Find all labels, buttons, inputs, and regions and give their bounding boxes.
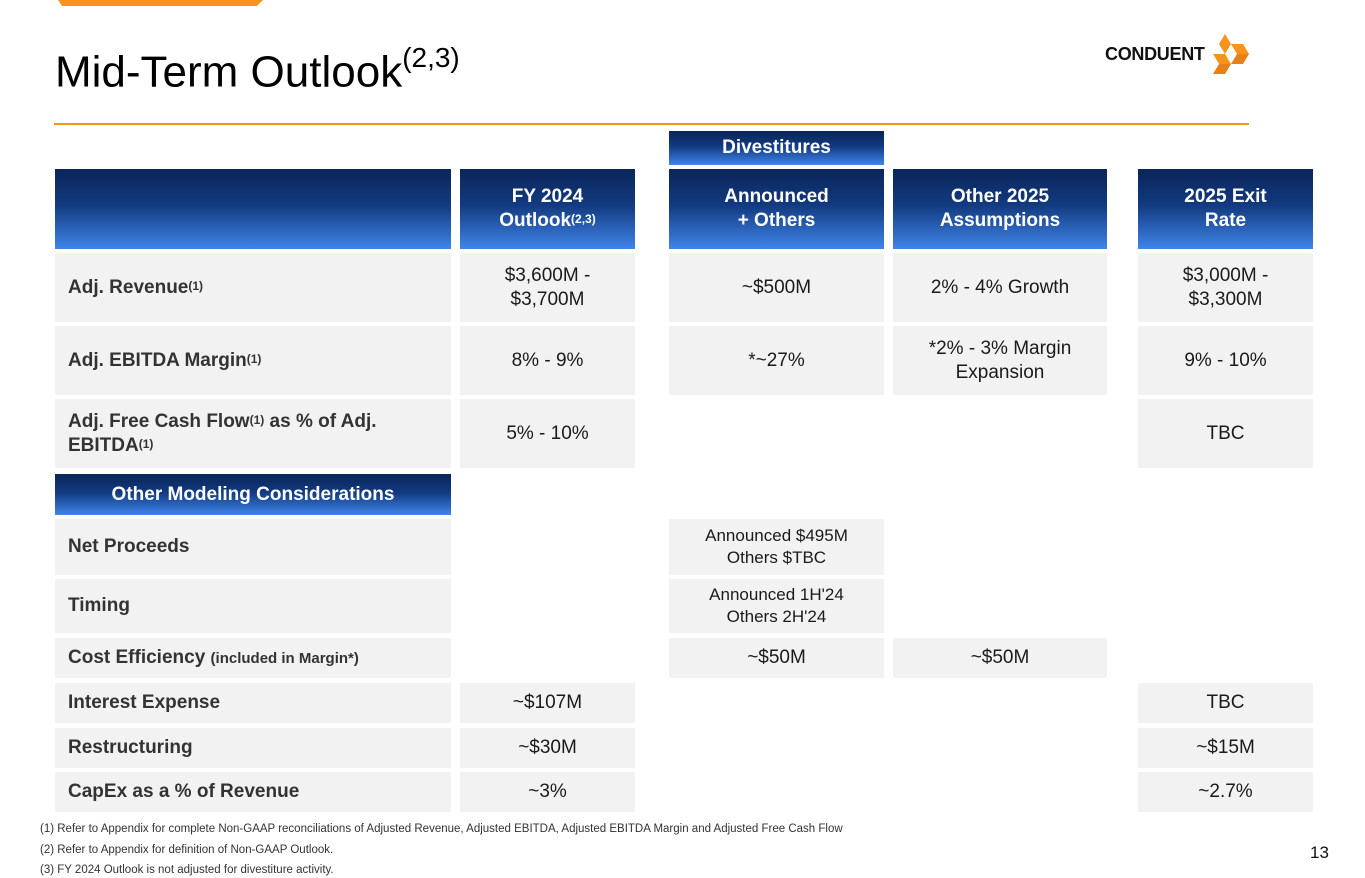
row-label-net-proceeds: Net Proceeds [55, 519, 451, 575]
cell-cost-efficiency-announced: ~$50M [669, 638, 884, 678]
divestitures-group-header: Divestitures [669, 131, 884, 165]
row-label-header-blank [55, 169, 451, 249]
cell-ebitda-other-2025: *2% - 3% Margin Expansion [893, 326, 1107, 395]
cell-timing-announced: Announced 1H'24 Others 2H'24 [669, 579, 884, 633]
top-accent-bar [58, 0, 263, 6]
cell-ebitda-fy2024: 8% - 9% [460, 326, 635, 395]
row-label-cost-efficiency: Cost Efficiency (included in Margin*) [55, 638, 451, 678]
cell-cost-efficiency-other-2025: ~$50M [893, 638, 1107, 678]
title-divider [54, 123, 1249, 125]
cell-fcf-fy2024: 5% - 10% [460, 399, 635, 468]
row-label-interest-expense: Interest Expense [55, 683, 451, 723]
cell-revenue-exit-2025: $3,000M - $3,300M [1138, 253, 1313, 322]
cell-ebitda-exit-2025: 9% - 10% [1138, 326, 1313, 395]
col-header-other-2025: Other 2025 Assumptions [893, 169, 1107, 249]
cell-revenue-other-2025: 2% - 4% Growth [893, 253, 1107, 322]
conduent-logo-icon [1212, 34, 1249, 74]
footnotes: (1) Refer to Appendix for complete Non-G… [40, 819, 843, 878]
page-title: Mid-Term Outlook(2,3) [55, 42, 460, 97]
col-header-2025-exit: 2025 Exit Rate [1138, 169, 1313, 249]
row-label-restructuring: Restructuring [55, 728, 451, 768]
logo-wordmark: CONDUENT [1105, 43, 1205, 64]
cell-restructuring-fy2024: ~$30M [460, 728, 635, 768]
cell-revenue-fy2024: $3,600M - $3,700M [460, 253, 635, 322]
row-label-capex: CapEx as a % of Revenue [55, 772, 451, 812]
cell-interest-fy2024: ~$107M [460, 683, 635, 723]
cell-ebitda-announced: *~27% [669, 326, 884, 395]
conduent-logo: CONDUENT [1105, 34, 1249, 74]
cell-fcf-exit-2025: TBC [1138, 399, 1313, 468]
cost-efficiency-note: (included in Margin*) [210, 649, 359, 667]
cell-net-proceeds-announced: Announced $495M Others $TBC [669, 519, 884, 575]
footnote-1: (1) Refer to Appendix for complete Non-G… [40, 823, 843, 835]
cell-capex-fy2024: ~3% [460, 772, 635, 812]
footnote-3: (3) FY 2024 Outlook is not adjusted for … [40, 864, 334, 876]
cell-restructuring-exit-2025: ~$15M [1138, 728, 1313, 768]
other-modeling-header: Other Modeling Considerations [55, 474, 451, 515]
cell-revenue-announced: ~$500M [669, 253, 884, 322]
col-header-fy2024: FY 2024 Outlook(2,3) [460, 169, 635, 249]
footnote-2: (2) Refer to Appendix for definition of … [40, 843, 334, 856]
page-number: 13 [1310, 843, 1329, 862]
row-label-adj-revenue: Adj. Revenue(1) [55, 253, 451, 322]
row-label-timing: Timing [55, 579, 451, 633]
row-label-adj-free-cash-flow: Adj. Free Cash Flow(1) as % of Adj. EBITD… [55, 399, 451, 468]
row-label-adj-ebitda-margin: Adj. EBITDA Margin(1) [55, 326, 451, 395]
col-header-announced: Announced + Others [669, 169, 884, 249]
cell-capex-exit-2025: ~2.7% [1138, 772, 1313, 812]
cell-interest-exit-2025: TBC [1138, 683, 1313, 723]
